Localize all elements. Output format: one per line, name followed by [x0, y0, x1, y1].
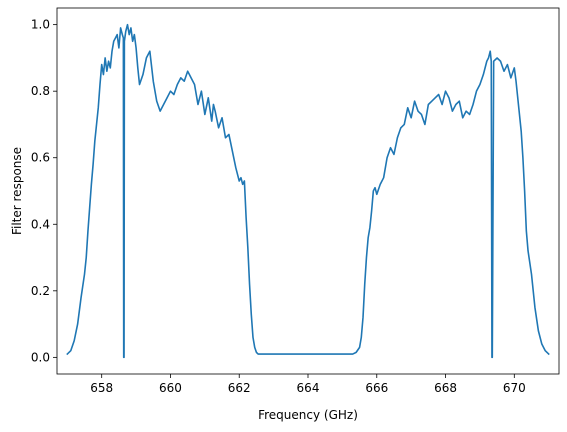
x-tick-label: 666	[365, 381, 388, 395]
y-tick-label: 0.0	[31, 350, 50, 364]
y-tick-label: 0.4	[31, 217, 50, 231]
y-tick-label: 0.6	[31, 151, 50, 165]
x-tick-label: 658	[90, 381, 113, 395]
x-axis-label: Frequency (GHz)	[258, 408, 358, 422]
y-axis: 0.0 0.2 0.4 0.6 0.8 1.0	[31, 18, 57, 364]
y-tick-label: 0.8	[31, 84, 50, 98]
series-line	[66, 23, 550, 359]
x-tick-label: 670	[503, 381, 526, 395]
plot-area	[57, 8, 559, 374]
x-tick-label: 660	[159, 381, 182, 395]
x-tick-label: 668	[434, 381, 457, 395]
x-tick-label: 662	[228, 381, 251, 395]
y-axis-label: Filter response	[10, 147, 24, 235]
y-tick-label: 0.2	[31, 284, 50, 298]
x-tick-label: 664	[297, 381, 320, 395]
y-tick-label: 1.0	[31, 18, 50, 32]
x-axis: 658 660 662 664 666 668 670	[90, 374, 526, 395]
